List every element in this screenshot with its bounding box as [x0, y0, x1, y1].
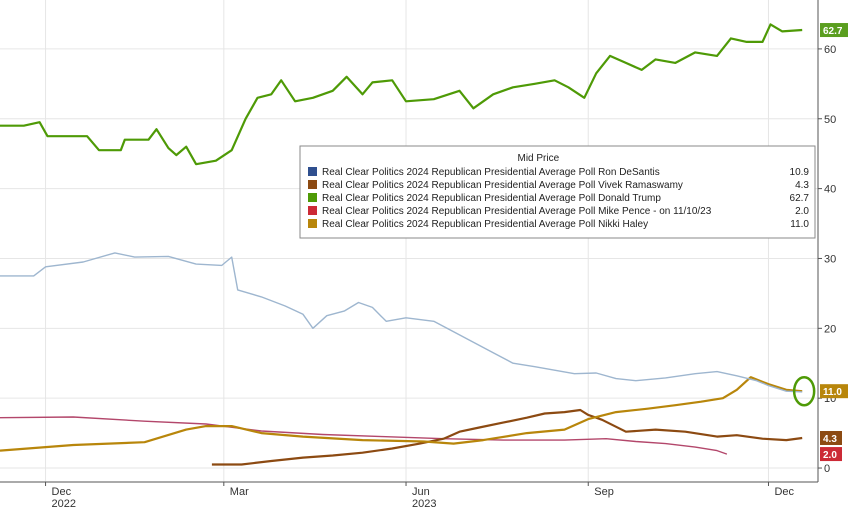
series-lines	[0, 23, 816, 466]
legend-box	[299, 145, 816, 239]
legend-entry-value: 2.0	[795, 206, 809, 217]
legend-entry-name: Real Clear Politics 2024 Republican Pres…	[322, 206, 712, 217]
legend-entry-name: Real Clear Politics 2024 Republican Pres…	[322, 193, 661, 204]
legend-entry-value: 4.3	[795, 180, 809, 191]
legend-entry-value: 11.0	[790, 219, 809, 230]
legend-swatch	[308, 219, 317, 228]
x-year-label: 2023	[412, 498, 436, 510]
last-value-badge-text: 2.0	[823, 450, 837, 461]
y-tick-label: 30	[824, 253, 836, 265]
series-line-4	[0, 376, 803, 452]
series-line-3	[0, 416, 728, 455]
highlight-circle	[792, 375, 816, 407]
x-year-label: 2022	[52, 498, 76, 510]
legend-swatch	[308, 180, 317, 189]
x-tick-label: Mar	[230, 486, 249, 498]
legend-title: Mid Price	[518, 153, 560, 164]
grid	[0, 0, 818, 482]
y-tick-label: 20	[824, 323, 836, 335]
series-line-0	[0, 252, 803, 393]
last-value-badge-text: 62.7	[823, 26, 843, 37]
last-value-badge-text: 11.0	[823, 387, 842, 398]
y-tick-label: 50	[824, 114, 836, 126]
legend-entry-value: 10.9	[790, 167, 810, 178]
x-tick-label: Jun	[412, 486, 430, 498]
x-tick-label: Sep	[594, 486, 614, 498]
y-tick-label: 60	[824, 44, 836, 56]
y-tick-label: 40	[824, 184, 836, 196]
legend-entry-value: 62.7	[790, 193, 810, 204]
legend-entry-name: Real Clear Politics 2024 Republican Pres…	[322, 180, 683, 191]
y-tick-label: 0	[824, 463, 830, 475]
last-value-badge-text: 4.3	[823, 434, 837, 445]
legend-entry-name: Real Clear Politics 2024 Republican Pres…	[322, 219, 648, 230]
last-value-badge	[820, 384, 848, 399]
last-value-badge	[820, 447, 842, 462]
legend: Mid Price Real Clear Politics 2024 Republ…	[299, 145, 816, 239]
last-value-badge	[820, 430, 842, 445]
legend-swatch	[308, 193, 317, 202]
legend-entry-name: Real Clear Politics 2024 Republican Pres…	[322, 167, 660, 178]
legend-swatch	[308, 206, 317, 215]
series-line-1	[211, 408, 803, 466]
last-value-badge	[820, 23, 848, 38]
series-line-2	[0, 23, 803, 166]
x-tick-label: Dec	[774, 486, 794, 498]
last-value-badges: 62.7 11.0 4.3 2.0	[820, 23, 848, 462]
x-tick-label: Dec	[52, 486, 72, 498]
legend-swatch	[308, 167, 317, 176]
